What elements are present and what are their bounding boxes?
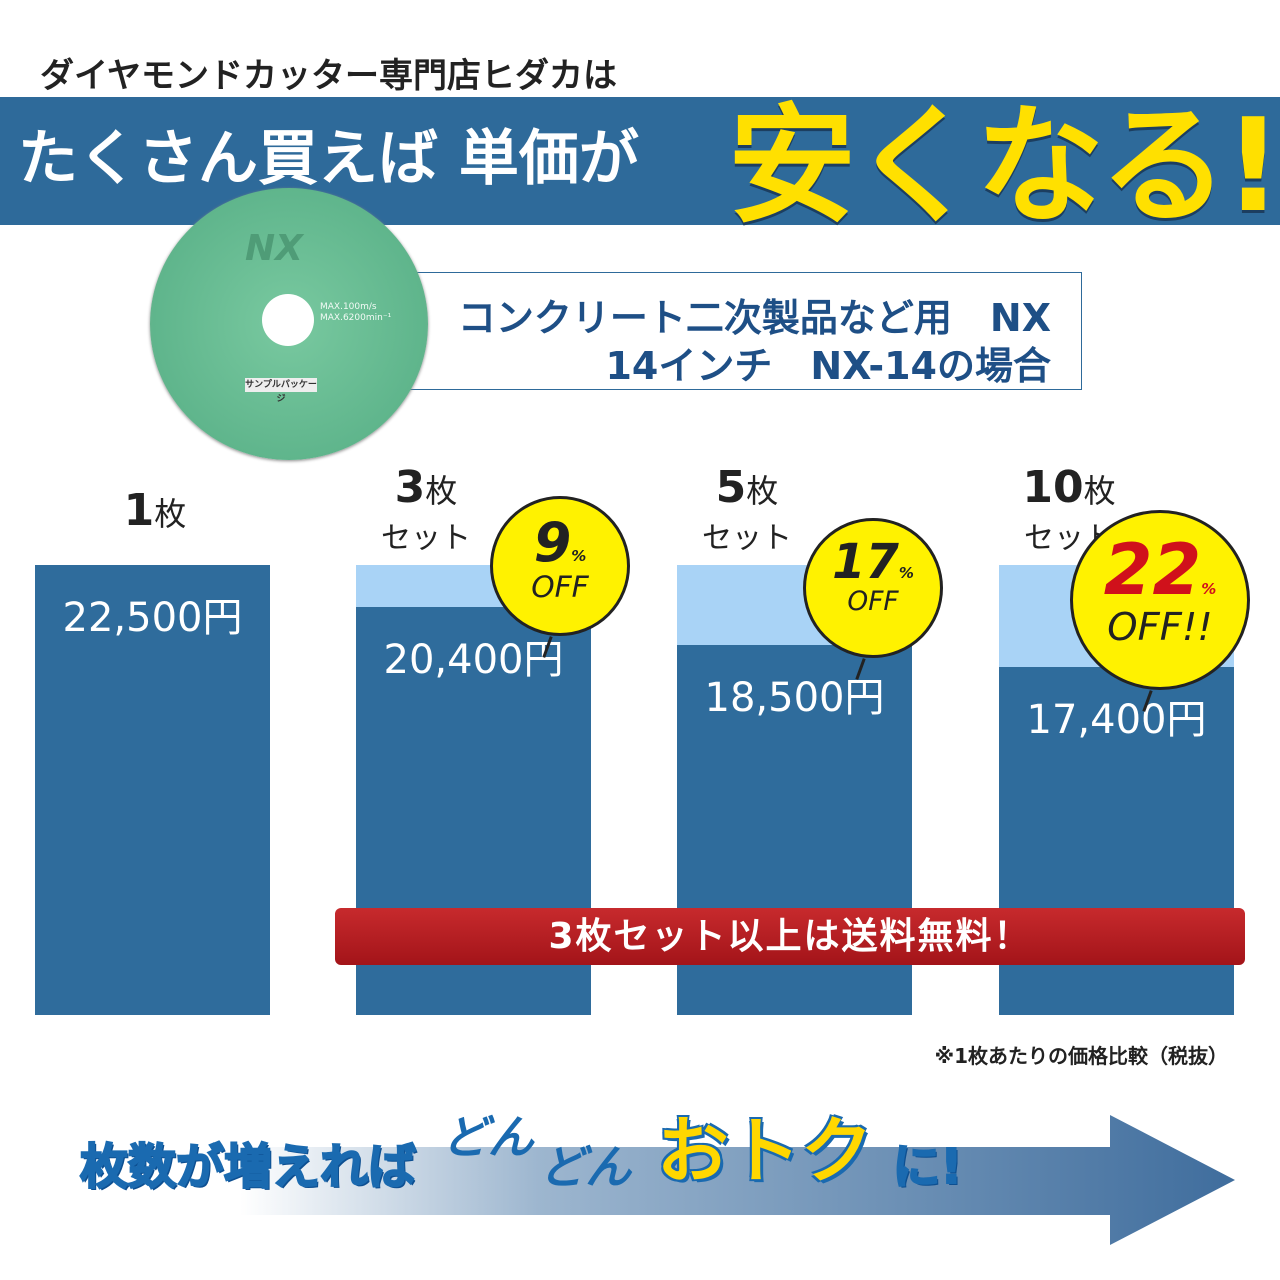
- discount-off: OFF: [847, 585, 899, 617]
- quantity-number: 5: [715, 462, 747, 513]
- discount-number: 17: [832, 533, 899, 590]
- quantity-set: セット: [702, 521, 792, 556]
- quantity-unit: 枚: [154, 495, 187, 533]
- quantity-set: セット: [381, 521, 471, 556]
- slogan: 枚数が増えれば どん どん おトク に!: [79, 1092, 963, 1197]
- diamond-blade-image: NX MAX.100m/s MAX.6200min⁻¹ サンプルパッケージ: [150, 188, 428, 460]
- discount-number: 22: [1103, 528, 1202, 611]
- shop-tagline: ダイヤモンドカッター専門店ヒダカは: [40, 56, 617, 96]
- product-box: コンクリート二次製品など用 NX 14インチ NX-14の場合: [296, 272, 1082, 390]
- blade-logo: NX: [245, 228, 303, 269]
- discount-percent: %: [571, 546, 587, 565]
- headline: たくさん買えば 単価が: [18, 124, 639, 194]
- slogan-part: どん: [441, 1110, 534, 1164]
- slogan-part: に!: [891, 1138, 963, 1196]
- blade-spec: MAX.100m/s MAX.6200min⁻¹: [320, 302, 392, 323]
- price-label: 20,400円: [383, 637, 564, 683]
- slogan-part: 枚数が増えれば: [79, 1138, 417, 1196]
- discount-percent: %: [1201, 579, 1217, 598]
- quantity-label: 10枚 セット: [1009, 462, 1129, 557]
- header-band: [0, 97, 1280, 225]
- quantity-number: 3: [394, 462, 426, 513]
- discount-off: OFF: [531, 569, 589, 605]
- discount-badge: 9% OFF: [490, 496, 630, 636]
- price-label: 17,400円: [1026, 697, 1207, 743]
- slogan-highlight: おトク: [656, 1109, 873, 1193]
- free-shipping-banner: 3枚セット以上は送料無料！: [335, 908, 1245, 965]
- discount-number: 9: [533, 510, 572, 574]
- discount-off: OFF!!: [1107, 604, 1213, 650]
- quantity-label: 5枚セット: [687, 462, 807, 557]
- discount-badge: 22% OFF!!: [1070, 510, 1250, 690]
- quantity-number: 10: [1022, 462, 1084, 513]
- slogan-part: どん: [539, 1140, 632, 1194]
- quantity-unit: 枚: [746, 472, 779, 510]
- price-label: 22,500円: [62, 595, 243, 641]
- quantity-number: 1: [123, 485, 155, 536]
- quantity-unit: 枚: [425, 472, 458, 510]
- price-label: 18,500円: [704, 675, 885, 721]
- discount-badge: 17% OFF: [803, 518, 943, 658]
- price-note: ※1枚あたりの価格比較（税抜）: [934, 1044, 1228, 1068]
- arrow-icon: [240, 1115, 1235, 1245]
- quantity-label: 1枚: [95, 485, 215, 536]
- price-bar: 22,500円: [35, 565, 270, 1015]
- product-size: 14インチ NX-14の場合: [605, 344, 1051, 388]
- blade-label: サンプルパッケージ: [245, 378, 317, 404]
- discount-percent: %: [898, 563, 914, 582]
- quantity-unit: 枚: [1083, 472, 1116, 510]
- blade-arbor-hole: [262, 294, 314, 346]
- product-name: コンクリート二次製品など用 NX: [457, 296, 1051, 340]
- price-bar-fill: 22,500円: [35, 565, 270, 1015]
- headline-highlight: 安くなる!: [728, 92, 1280, 241]
- quantity-label: 3枚セット: [366, 462, 486, 557]
